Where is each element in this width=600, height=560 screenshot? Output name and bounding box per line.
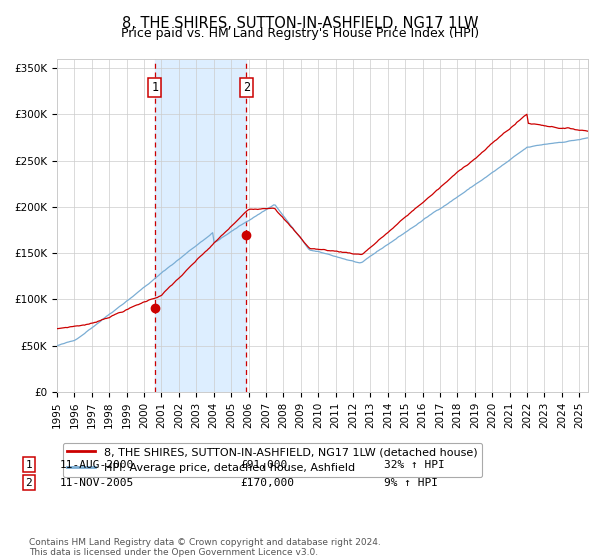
- Text: 8, THE SHIRES, SUTTON-IN-ASHFIELD, NG17 1LW: 8, THE SHIRES, SUTTON-IN-ASHFIELD, NG17 …: [122, 16, 478, 31]
- Text: 1: 1: [151, 81, 158, 94]
- Text: Price paid vs. HM Land Registry's House Price Index (HPI): Price paid vs. HM Land Registry's House …: [121, 27, 479, 40]
- Text: Contains HM Land Registry data © Crown copyright and database right 2024.
This d: Contains HM Land Registry data © Crown c…: [29, 538, 380, 557]
- Legend: 8, THE SHIRES, SUTTON-IN-ASHFIELD, NG17 1LW (detached house), HPI: Average price: 8, THE SHIRES, SUTTON-IN-ASHFIELD, NG17 …: [62, 442, 482, 477]
- Text: 2: 2: [25, 478, 32, 488]
- Text: 32% ↑ HPI: 32% ↑ HPI: [384, 460, 445, 470]
- Text: 2: 2: [242, 81, 250, 94]
- Text: 9% ↑ HPI: 9% ↑ HPI: [384, 478, 438, 488]
- Text: 1: 1: [25, 460, 32, 470]
- Text: £91,000: £91,000: [240, 460, 287, 470]
- Text: 11-AUG-2000: 11-AUG-2000: [60, 460, 134, 470]
- Text: 11-NOV-2005: 11-NOV-2005: [60, 478, 134, 488]
- Text: £170,000: £170,000: [240, 478, 294, 488]
- Bar: [155, 59, 246, 392]
